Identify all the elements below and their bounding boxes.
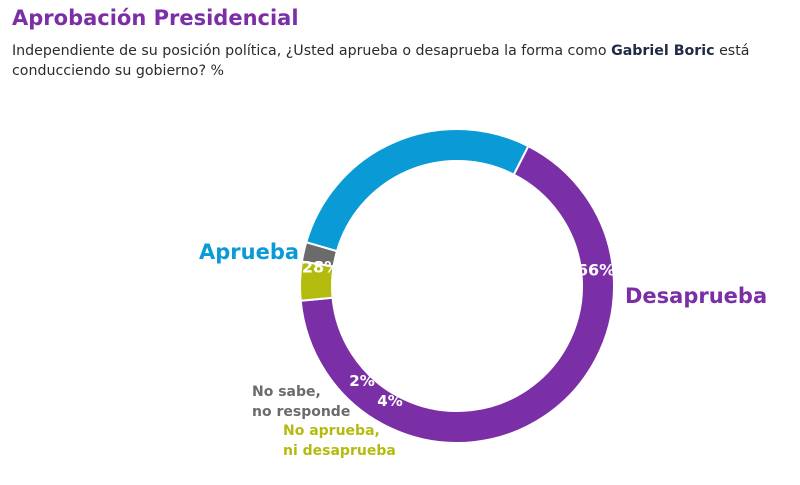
- pct-label-aprueba: 28%: [302, 258, 340, 277]
- category-label-no-sabe: No sabe, no responde: [252, 384, 350, 420]
- ni-line-2: ni desaprueba: [283, 443, 396, 459]
- subtitle-bold-name: Gabriel Boric: [611, 43, 715, 59]
- chart-title: Aprobación Presidencial: [12, 6, 299, 30]
- chart-subtitle: Independiente de su posición política, ¿…: [12, 41, 792, 81]
- slice-desaprueba: [299, 144, 615, 444]
- subtitle-text-before: Independiente de su posición política, ¿…: [12, 43, 612, 59]
- category-label-aprueba: Aprueba: [199, 240, 299, 264]
- donut-slices: [299, 128, 615, 444]
- subtitle-text-after: está conducciendo su gobierno? %: [12, 43, 750, 79]
- no-sabe-line-2: no responde: [252, 404, 350, 420]
- pct-label-ni: 4%: [377, 392, 402, 410]
- category-label-desaprueba: Desaprueba: [625, 284, 767, 308]
- category-label-ni: No aprueba, ni desaprueba: [283, 423, 396, 459]
- no-sabe-line-1: No sabe,: [252, 384, 321, 400]
- ni-line-1: No aprueba,: [283, 423, 380, 439]
- pct-label-desaprueba: 66%: [577, 261, 615, 280]
- slice-aprueba: [304, 128, 530, 253]
- pct-label-no-sabe: 2%: [349, 372, 374, 390]
